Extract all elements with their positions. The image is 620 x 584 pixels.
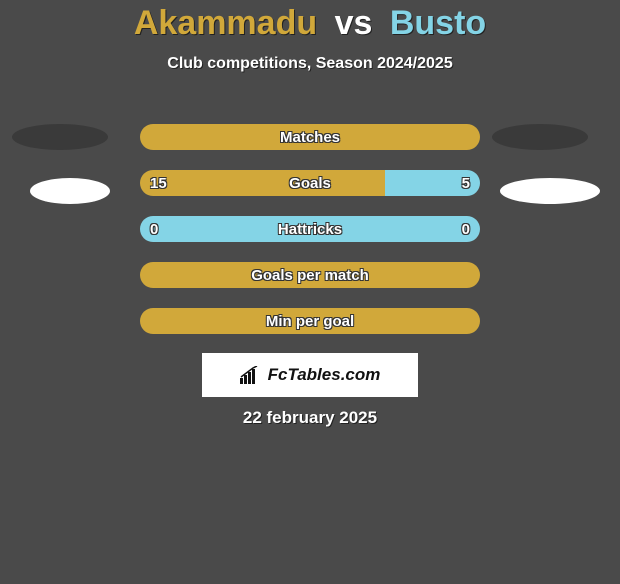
player1-photo-slot (30, 178, 110, 204)
player2-photo-shadow (492, 124, 588, 150)
player2-photo-slot (500, 178, 600, 204)
brand-box[interactable]: FcTables.com (202, 353, 418, 397)
brand-inner: FcTables.com (240, 365, 381, 385)
bar-row: Hattricks00 (140, 216, 480, 242)
bar-fill-right (385, 170, 480, 196)
bar-fill-left (140, 124, 480, 150)
title-vs: vs (327, 4, 381, 42)
bar-row: Goals155 (140, 170, 480, 196)
player1-photo-shadow (12, 124, 108, 150)
bar-row: Min per goal (140, 308, 480, 334)
bar-fill-left (140, 262, 480, 288)
date-line: 22 february 2025 (0, 408, 620, 428)
bar-chart-icon (240, 366, 262, 384)
page-title: Akammadu vs Busto (0, 4, 620, 43)
title-player2: Busto (390, 4, 486, 42)
bar-fill-left (140, 308, 480, 334)
comparison-bars: Matches Goals155 Hattricks00 Goals per matc… (140, 124, 480, 354)
bar-row: Matches (140, 124, 480, 150)
bar-fill-left (140, 170, 385, 196)
bar-fill-right (140, 216, 480, 242)
title-player1: Akammadu (134, 4, 317, 42)
bar-row: Goals per match (140, 262, 480, 288)
brand-text: FcTables.com (268, 365, 381, 385)
subtitle: Club competitions, Season 2024/2025 (0, 55, 620, 73)
